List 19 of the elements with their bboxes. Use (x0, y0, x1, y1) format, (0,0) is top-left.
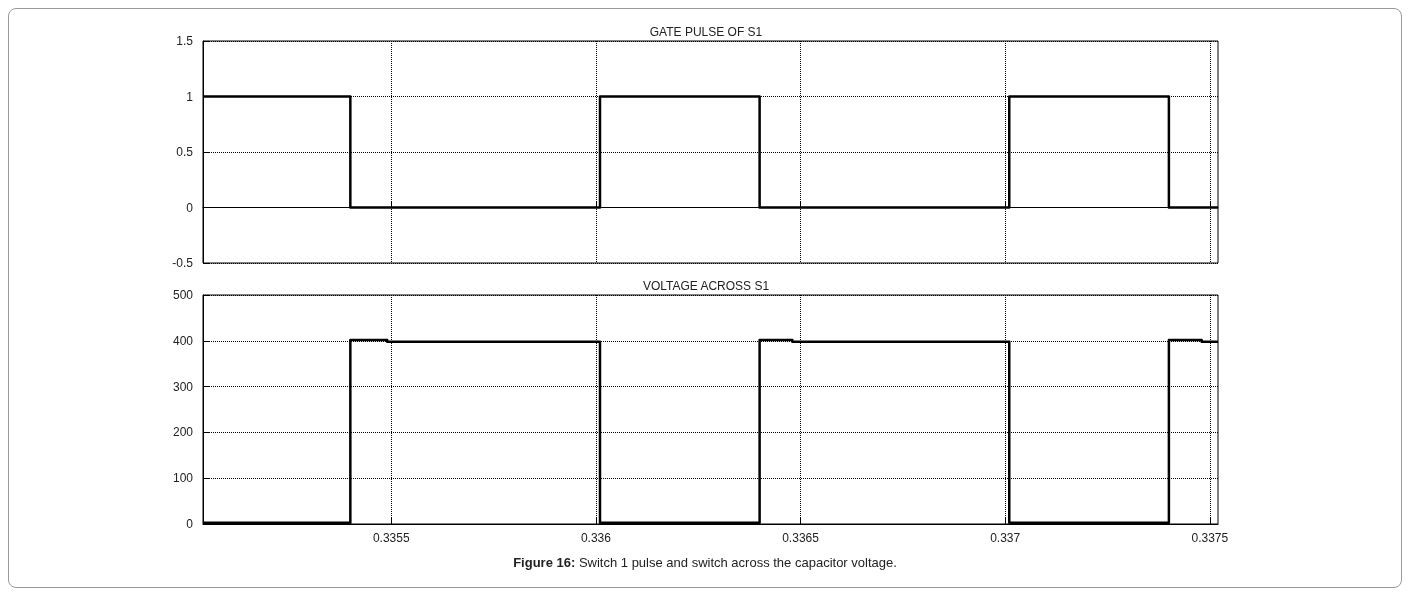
x-tick-label: 0.3355 (372, 531, 410, 545)
x-tick-label: 0.3365 (782, 531, 820, 545)
y-tick-label: 400 (172, 333, 194, 348)
chart-title: GATE PULSE OF S1 (649, 25, 763, 39)
y-tick-label: 200 (172, 425, 194, 440)
y-tick-label: 0 (186, 200, 194, 215)
y-tick-label: 0.5 (176, 145, 194, 159)
y-tick-label: 300 (172, 379, 194, 394)
x-tick-label: 0.336 (580, 531, 612, 545)
y-tick-label: 100 (172, 471, 194, 486)
chart-title: VOLTAGE ACROSS S1 (642, 279, 770, 293)
y-tick-label: -0.5 (172, 256, 194, 270)
y-tick-label: 500 (172, 288, 194, 302)
caption: Figure 16: Switch 1 pulse and switch across the capacitor voltage. (513, 555, 897, 570)
y-tick-label: 1 (186, 89, 194, 104)
x-tick-label: 0.337 (990, 531, 1021, 545)
x-tick-label: 0.3375 (1191, 531, 1229, 545)
y-tick-label: 0 (186, 517, 194, 531)
y-tick-label: 1.5 (176, 34, 194, 48)
